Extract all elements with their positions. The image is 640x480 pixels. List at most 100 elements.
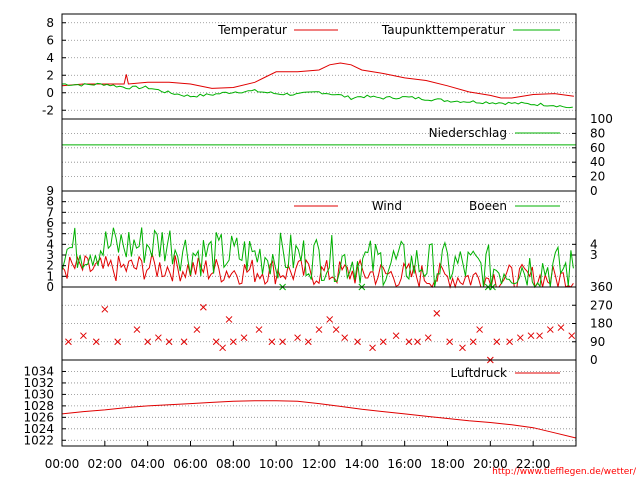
scatter-point [424, 334, 432, 342]
series-line-taupunkttemperatur [61, 82, 573, 109]
y-tick-label-left: 1034 [23, 364, 54, 378]
scatter-stroke [546, 326, 554, 333]
y-tick-label-right: 4 [590, 237, 598, 251]
scatter-point [446, 338, 453, 346]
y-tick-label-right: 0 [590, 184, 598, 198]
y-tick-label-left: -2 [42, 103, 54, 117]
scatter-stroke [557, 324, 565, 331]
scatter-point [219, 344, 226, 352]
y-tick-label-left: 1 [46, 269, 54, 283]
source-url[interactable]: http://www.tiefflegen.de/wetter/ [492, 467, 637, 477]
scatter-point [476, 326, 483, 333]
scatter-stroke [379, 338, 387, 346]
scatter-stroke [459, 344, 466, 352]
y-tick-label-left: 3 [46, 248, 54, 262]
y-tick-label-left: 6 [46, 33, 54, 47]
y-tick-label-left: 1032 [23, 376, 54, 390]
x-tick-label: 20:00 [473, 457, 508, 471]
scatter-point [229, 338, 237, 346]
scatter-point [332, 326, 340, 333]
scatter-point [294, 334, 301, 342]
scatter-point [354, 338, 361, 346]
scatter-stroke [414, 338, 421, 346]
x-tick-label: 08:00 [216, 457, 251, 471]
scatter-stroke [304, 338, 312, 346]
x-tick-label: 12:00 [302, 457, 337, 471]
scatter-stroke [240, 334, 248, 342]
series-line-luftdruck [61, 400, 577, 439]
y-tick-label-left: 2 [46, 68, 54, 82]
scatter-point [315, 326, 323, 333]
scatter-point [268, 338, 276, 346]
scatter-point [212, 338, 220, 346]
scatter-stroke [568, 332, 576, 340]
scatter-stroke [493, 338, 501, 346]
scatter-point [180, 338, 188, 346]
scatter-stroke [315, 326, 323, 333]
scatter-stroke [354, 338, 361, 346]
scatter-point [568, 332, 576, 340]
y-tick-label-left: 4 [46, 51, 54, 65]
y-tick-label-right: 270 [590, 298, 613, 312]
scatter-stroke [255, 326, 263, 333]
scatter-stroke [199, 303, 207, 311]
scatter-point [392, 332, 400, 340]
scatter-point [225, 316, 233, 323]
scatter-stroke [469, 338, 477, 346]
y-tick-label-right: 40 [590, 155, 605, 169]
x-tick-label: 00:00 [45, 457, 80, 471]
scatter-stroke [155, 334, 162, 342]
scatter-point [65, 338, 72, 346]
scatter-point [155, 334, 162, 342]
legend-label: Temperatur [217, 23, 287, 37]
scatter-point [516, 334, 524, 342]
y-tick-label-left: 7 [46, 205, 54, 219]
y-tick-label-left: 0 [46, 280, 54, 294]
scatter-stroke [326, 316, 334, 323]
legend-label: Niederschlag [429, 126, 507, 140]
scatter-stroke [65, 338, 72, 346]
series-line-wind [61, 253, 574, 289]
scatter-stroke [341, 334, 349, 342]
scatter-point [527, 332, 535, 340]
y-tick-label-right: 90 [590, 335, 605, 349]
panel-frame [61, 286, 577, 361]
legend-label: Wind [372, 199, 402, 213]
scatter-point [369, 344, 376, 352]
scatter-stroke [80, 332, 87, 340]
y-tick-label-left: 1024 [23, 422, 54, 436]
scatter-point [414, 338, 421, 346]
legend-label: Boeen [469, 199, 507, 213]
scatter-stroke [279, 338, 286, 346]
y-tick-label-right: 100 [590, 112, 613, 126]
scatter-point [433, 310, 441, 317]
scatter-stroke [369, 344, 376, 352]
y-tick-label-left: 5 [46, 227, 54, 241]
scatter-stroke [114, 338, 122, 346]
y-tick-label-left: 1028 [23, 399, 54, 413]
y-tick-label-left: 1026 [23, 410, 54, 424]
scatter-stroke [516, 334, 524, 342]
scatter-point [341, 334, 349, 342]
scatter-stroke [212, 338, 220, 346]
y-tick-label-left: 1022 [23, 433, 54, 447]
series-line-temperatur [61, 62, 574, 99]
scatter-point [546, 326, 554, 333]
scatter-stroke [180, 338, 188, 346]
x-tick-label: 02:00 [88, 457, 123, 471]
y-tick-label-right: 20 [590, 170, 605, 184]
x-tick-label: 16:00 [387, 457, 422, 471]
x-tick-label: 04:00 [130, 457, 165, 471]
y-tick-label-left: 8 [46, 195, 54, 209]
x-tick-label: 14:00 [345, 457, 380, 471]
scatter-point [557, 324, 565, 331]
scatter-stroke [294, 334, 301, 342]
y-tick-label-left: 1030 [23, 387, 54, 401]
scatter-point [240, 334, 248, 342]
y-tick-label-left: 6 [46, 216, 54, 230]
series-layer [61, 62, 577, 439]
scatter-stroke [446, 338, 453, 346]
scatter-point [114, 338, 122, 346]
